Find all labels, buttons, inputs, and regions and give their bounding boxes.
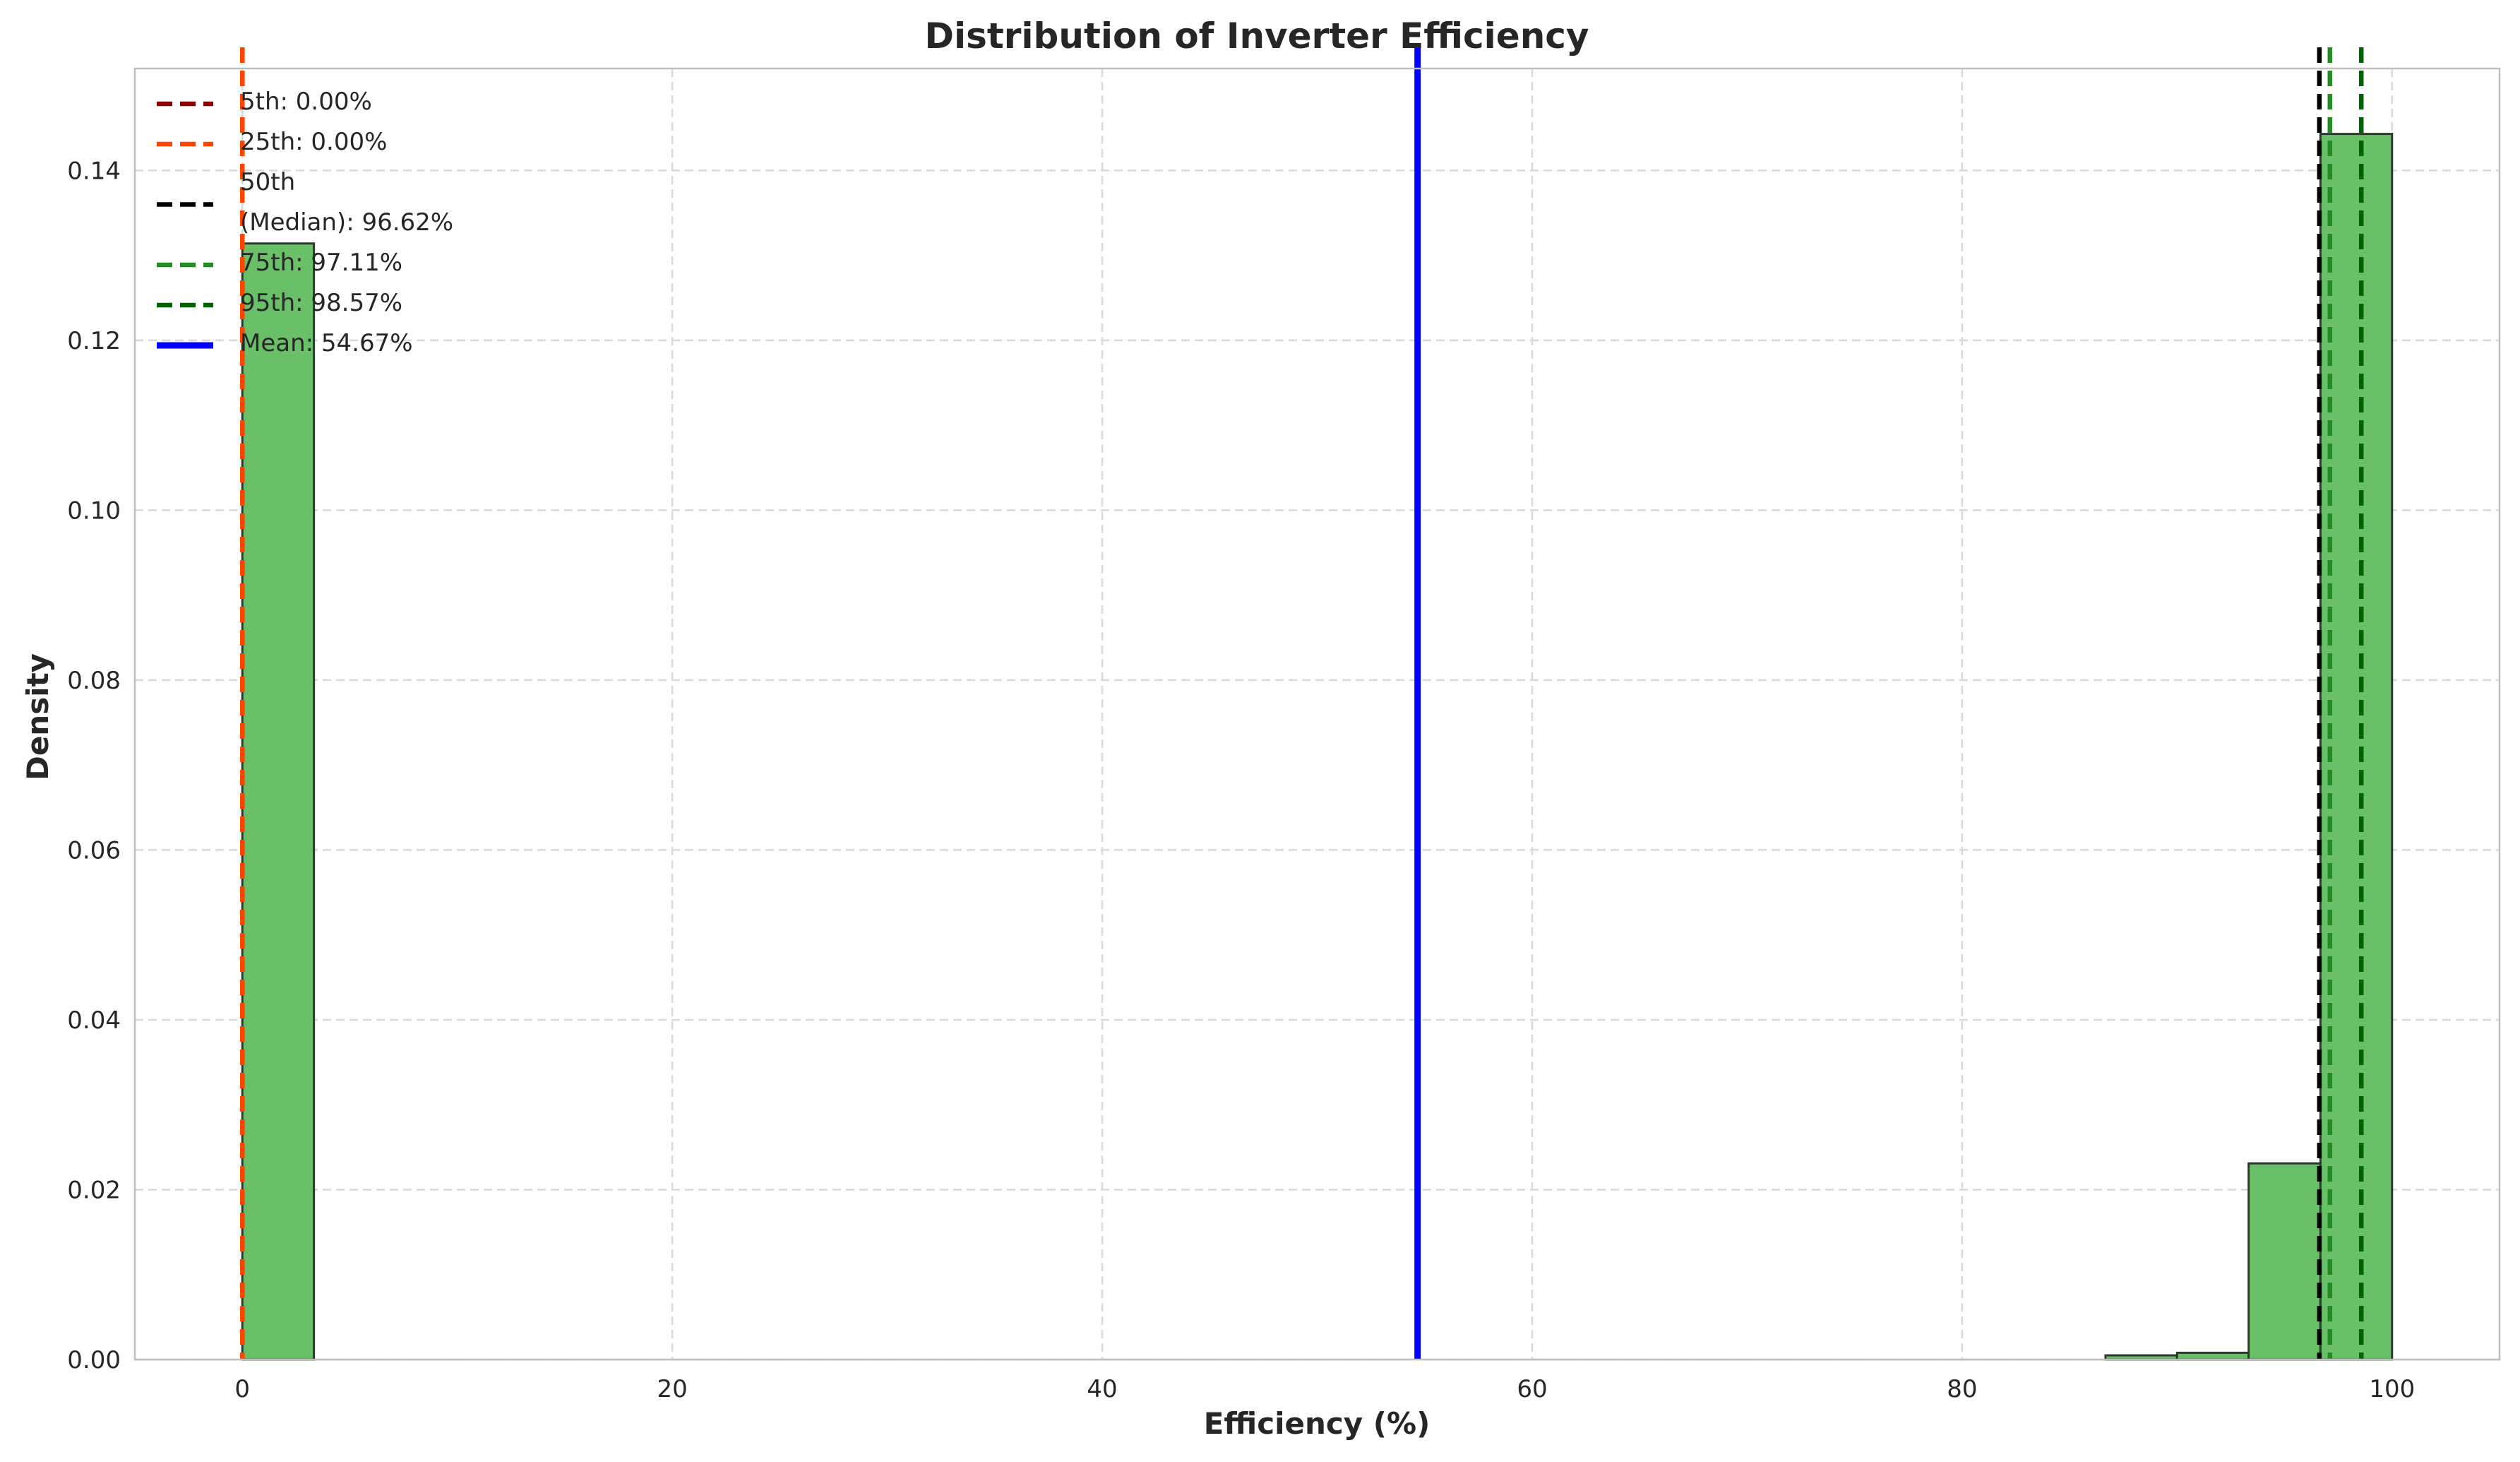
histogram-bars	[241, 133, 2394, 1361]
x-tick-label: 20	[657, 1375, 688, 1403]
y-tick-label: 0.06	[67, 836, 121, 864]
grid-lines	[135, 69, 2500, 1361]
y-tick-label: 0.04	[67, 1006, 121, 1035]
legend-label: 50th (Median): 96.62%	[240, 168, 453, 237]
y-tick-label: 0.10	[67, 497, 121, 525]
x-tick-label: 40	[1087, 1375, 1117, 1403]
y-axis-label: Density	[20, 653, 55, 780]
x-tick-labels: 0 20 40 60 80 100	[234, 1375, 2415, 1403]
legend-label: 25th: 0.00%	[240, 128, 387, 156]
x-axis-label: Efficiency (%)	[1204, 1406, 1431, 1441]
legend-label: Mean: 54.67%	[240, 329, 413, 357]
y-tick-labels: 0.00 0.02 0.04 0.06 0.08 0.10 0.12 0.14	[67, 157, 121, 1374]
chart-title: Distribution of Inverter Efficiency	[924, 16, 1589, 57]
y-tick-label: 0.14	[67, 157, 121, 185]
y-tick-label: 0.08	[67, 667, 121, 695]
x-tick-label: 60	[1517, 1375, 1547, 1403]
legend-label: 75th: 97.11%	[240, 249, 402, 277]
x-tick-label: 80	[1947, 1375, 1977, 1403]
y-tick-label: 0.02	[67, 1176, 121, 1204]
x-tick-label: 0	[234, 1375, 250, 1403]
legend-label: 95th: 98.57%	[240, 289, 402, 317]
legend: 5th: 0.00% 25th: 0.00% 50th (Median): 96.62…	[157, 88, 453, 357]
reference-lines	[239, 47, 2364, 1360]
x-tick-label: 100	[2369, 1375, 2415, 1403]
y-tick-label: 0.12	[67, 327, 121, 355]
plot-frame	[133, 67, 2501, 1361]
histogram-bar	[2247, 1162, 2322, 1361]
histogram-bar	[241, 242, 316, 1361]
legend-label: 5th: 0.00%	[240, 88, 372, 116]
histogram-bar	[2175, 1351, 2250, 1361]
y-tick-label: 0.00	[67, 1346, 121, 1374]
plot-area	[135, 69, 2500, 1360]
